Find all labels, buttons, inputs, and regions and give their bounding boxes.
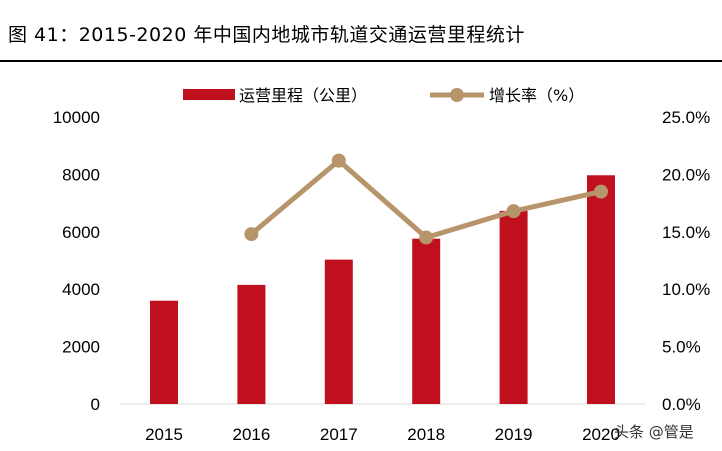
growth-point-2020 [594,184,608,199]
right-y-tick-label: 25.0% [662,108,710,127]
x-tick-label: 2017 [320,425,358,444]
x-tick-label: 2018 [407,425,445,444]
legend: 运营里程（公里） 增长率（%） [183,86,584,105]
left-y-tick-label: 8000 [62,165,100,184]
left-y-tick-label: 10000 [53,108,100,127]
left-y-tick-label: 6000 [62,223,100,242]
bar-2017 [324,259,353,404]
x-tick-label: 2019 [495,425,533,444]
bar-2019 [499,210,528,404]
legend-swatch-bar [183,89,235,100]
right-y-tick-label: 10.0% [662,280,710,299]
x-tick-label: 2020 [582,425,620,444]
legend-label-bar: 运营里程（公里） [239,86,367,105]
chart-title: 图 41：2015-2020 年中国内地城市轨道交通运营里程统计 [8,24,525,46]
legend-label-line: 增长率（%） [489,86,584,105]
x-tick-label: 2015 [145,425,183,444]
right-y-axis: 0.0% 5.0% 10.0% 15.0% 20.0% 25.0% [662,108,710,414]
x-tick-label: 2016 [232,425,270,444]
x-axis: 2015 2016 2017 2018 2019 2020 [145,425,620,444]
growth-rate-line [249,158,602,241]
bar-2020 [587,175,615,404]
right-y-tick-label: 0.0% [662,395,701,414]
title-divider [0,60,722,62]
legend-swatch-marker [450,88,464,102]
growth-point-2019 [506,204,521,219]
bar-2018 [412,238,441,404]
growth-line-layer [244,153,608,245]
right-y-tick-label: 5.0% [662,338,701,357]
left-y-tick-label: 0 [91,395,100,414]
growth-point-2017 [331,153,346,168]
right-y-tick-label: 15.0% [662,223,710,242]
left-y-axis: 0 2000 4000 6000 8000 10000 [53,108,100,414]
bar-2015 [150,300,178,404]
left-y-tick-label: 2000 [62,338,100,357]
growth-point-2016 [244,227,259,242]
right-y-tick-label: 20.0% [662,165,710,184]
growth-point-2018 [419,230,434,245]
bars-layer [150,175,615,404]
watermark: 头条 @管是 [614,423,694,441]
bar-2016 [237,284,266,404]
left-y-tick-label: 4000 [62,280,100,299]
